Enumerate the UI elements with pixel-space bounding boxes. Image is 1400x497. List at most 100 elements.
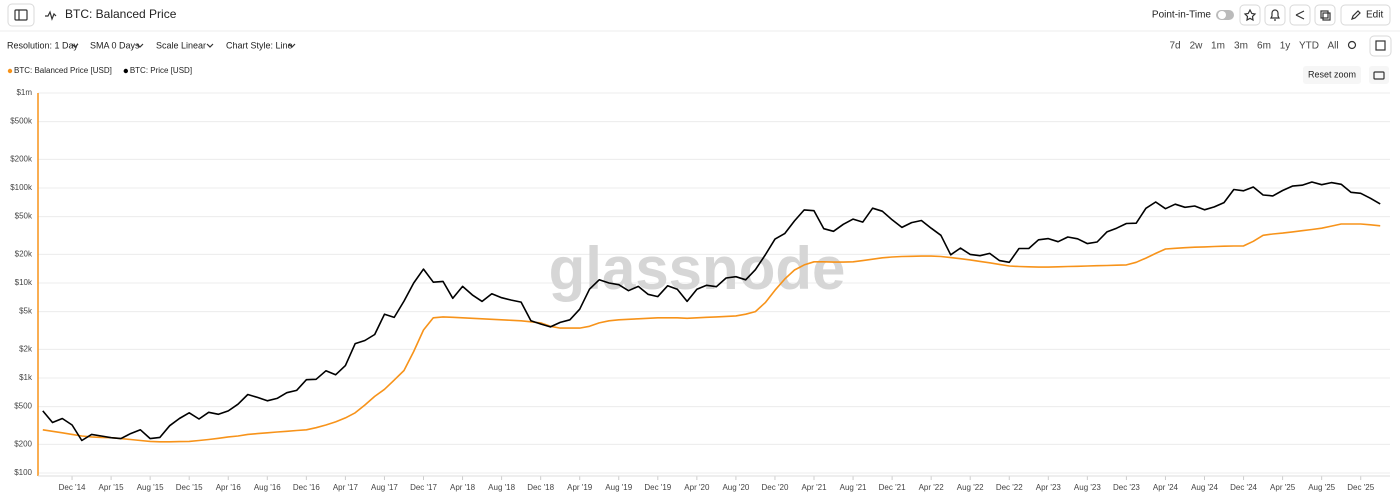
x-tick-label: Apr '22 [919,483,945,492]
x-tick-label: Apr '16 [216,483,242,492]
chevron [136,43,144,48]
x-tick-label: Aug '15 [137,483,164,492]
x-tick-label: Aug '21 [840,483,867,492]
x-tick-label: Apr '15 [99,483,125,492]
x-tick-label: Dec '24 [1230,483,1257,492]
y-tick-label: $20k [15,250,33,259]
range-button[interactable]: 1m [1211,41,1225,52]
range-button[interactable]: 3m [1234,41,1248,52]
series-line [42,181,1381,442]
x-tick-label: Dec '19 [644,483,671,492]
x-tick-label: Apr '20 [684,483,710,492]
y-tick-label: $10k [15,278,33,287]
legend: BTC: Balanced Price [USD] BTC: Price [USD… [7,66,192,75]
page-title: BTC: Balanced Price [65,7,177,21]
copy-icon [1322,12,1331,21]
metric-icon [45,10,57,21]
range-button[interactable]: All [1327,41,1338,52]
x-tick-label: Aug '16 [254,483,281,492]
star-button[interactable] [1239,4,1261,26]
x-tick-label: Dec '14 [59,483,86,492]
alert-button[interactable] [1264,4,1286,26]
y-tick-label: $500k [10,117,33,126]
y-tick-label: $5k [19,307,33,316]
legend-label: BTC: Balanced Price [USD] [14,66,112,75]
y-tick-label: $500 [14,402,32,411]
chevron [71,43,79,48]
grid: $100 $200 $500 $1k $2k $5k $10k $20k $50k $100k $2… [10,88,1390,492]
plot [42,181,1381,443]
x-tick-label: Dec '21 [879,483,906,492]
edit-label: Edit [1366,10,1383,21]
calendar-button[interactable] [1369,35,1392,57]
copy-icon [1320,10,1329,19]
range-button[interactable]: 7d [1169,41,1180,52]
legend-label: BTC: Price [USD] [130,66,192,75]
x-tick-label: Aug '18 [488,483,515,492]
sma-dropdown[interactable]: SMA 0 Days [90,40,140,50]
series-line [42,223,1381,443]
x-tick-label: Dec '17 [410,483,437,492]
x-tick-label: Aug '25 [1308,483,1335,492]
range-button[interactable]: 1y [1280,41,1291,52]
x-tick-label: Aug '22 [957,483,984,492]
y-tick-label: $100k [10,183,33,192]
x-tick-label: Dec '16 [293,483,320,492]
calendar-icon [1375,40,1386,51]
x-tick-label: Apr '23 [1036,483,1062,492]
x-tick-label: Dec '18 [527,483,554,492]
x-tick-label: Dec '25 [1347,483,1374,492]
x-tick-label: Dec '23 [1113,483,1140,492]
zoom-icon[interactable] [1347,40,1357,50]
edit-button[interactable] [1340,4,1391,26]
y-tick-label: $1k [19,373,33,382]
x-tick-label: Dec '22 [996,483,1023,492]
y-tick-label: $200k [10,155,33,164]
chevron [288,43,296,48]
scale-dropdown[interactable]: Scale Linear [156,40,206,50]
y-tick-label: $200 [14,440,32,449]
chevron [206,43,214,48]
x-tick-label: Apr '24 [1153,483,1179,492]
bell-icon [1270,9,1280,21]
legend-swatch [7,68,13,74]
x-tick-label: Aug '23 [1074,483,1101,492]
x-tick-label: Dec '20 [762,483,789,492]
copy-button[interactable] [1314,4,1336,26]
screenshot-button[interactable] [1369,66,1389,84]
resolution-dropdown[interactable]: Resolution: 1 Day [7,40,79,50]
edit-icon [1351,10,1361,20]
chart-style-dropdown[interactable]: Chart Style: Line [226,40,293,50]
x-tick-label: Apr '18 [450,483,476,492]
y-tick-label: $50k [15,212,33,221]
x-tick-label: Apr '21 [801,483,827,492]
camera-icon [1373,71,1385,80]
range-button[interactable]: 6m [1257,41,1271,52]
reset-zoom-label: Reset zoom [1308,69,1356,79]
y-tick-label: $1m [16,88,32,97]
watermark: glassnode [549,235,846,302]
star-icon [1243,8,1257,22]
sidebar-icon [14,9,28,21]
toggle-knob [1218,11,1226,19]
x-tick-label: Dec '15 [176,483,203,492]
x-tick-label: Aug '19 [605,483,632,492]
x-tick-label: Aug '20 [722,483,749,492]
legend-swatch [123,68,129,74]
range-button[interactable]: 2w [1190,41,1204,52]
x-tick-label: Aug '17 [371,483,398,492]
x-tick-label: Aug '24 [1191,483,1218,492]
x-tick-label: Apr '17 [333,483,359,492]
y-tick-label: $2k [19,345,33,354]
range-buttons: 7d 2w 1m 3m 6m 1y YTD All [1169,41,1338,52]
share-button[interactable] [1289,4,1311,26]
range-button[interactable]: YTD [1299,41,1319,52]
reset-zoom-button[interactable] [1303,66,1361,84]
sidebar-button[interactable] [7,3,35,27]
share-icon [1295,10,1305,20]
x-tick-label: Apr '19 [567,483,593,492]
x-tick-label: Apr '25 [1270,483,1296,492]
point-in-time-label: Point-in-Time [1152,10,1212,21]
y-tick-label: $100 [14,468,32,477]
